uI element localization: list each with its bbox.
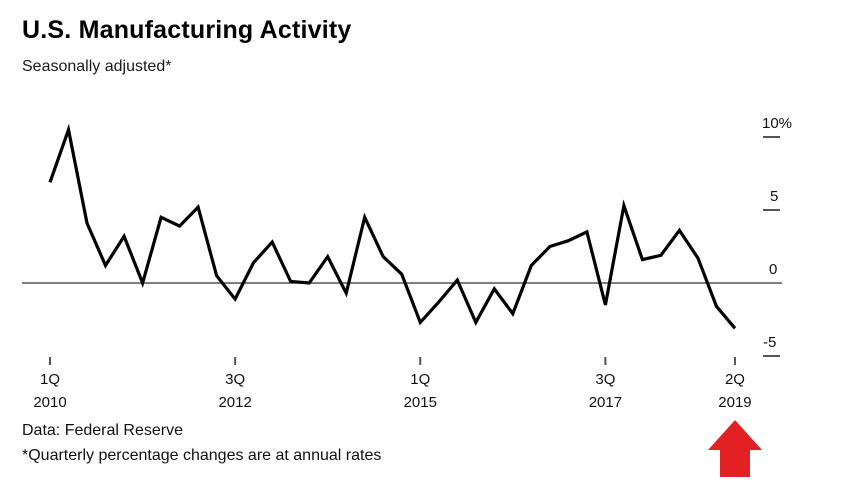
footnote: *Quarterly percentage changes are at ann…: [22, 447, 382, 464]
x-axis-label-year: 2019: [718, 394, 752, 411]
chart-title: U.S. Manufacturing Activity: [22, 16, 352, 44]
x-axis-label-year: 2010: [33, 394, 67, 411]
data-source-note: Data: Federal Reserve: [22, 422, 183, 439]
y-axis-label: 5: [770, 188, 779, 205]
x-axis-label-quarter: 2Q: [724, 371, 745, 388]
x-axis-label-year: 2015: [403, 394, 437, 411]
x-axis-label: 1Q 2010: [5, 368, 95, 414]
x-axis-label-quarter: 1Q: [39, 371, 60, 388]
x-axis-label-quarter: 3Q: [595, 371, 616, 388]
y-axis-label: 0: [769, 261, 778, 278]
x-axis-label: 3Q 2017: [560, 368, 650, 414]
x-axis-label-quarter: 1Q: [410, 371, 431, 388]
y-axis-label: 10%: [762, 115, 793, 132]
x-axis-label: 1Q 2015: [375, 368, 465, 414]
x-axis-label: 2Q 2019: [690, 368, 780, 414]
x-axis-label: 3Q 2012: [190, 368, 280, 414]
x-axis-label-year: 2017: [588, 394, 623, 411]
x-axis-label-quarter: 3Q: [225, 371, 246, 388]
y-axis-label: -5: [763, 334, 777, 351]
x-axis-label-year: 2012: [218, 394, 252, 411]
chart-subtitle: Seasonally adjusted*: [22, 58, 172, 75]
series-line: [48, 123, 737, 330]
